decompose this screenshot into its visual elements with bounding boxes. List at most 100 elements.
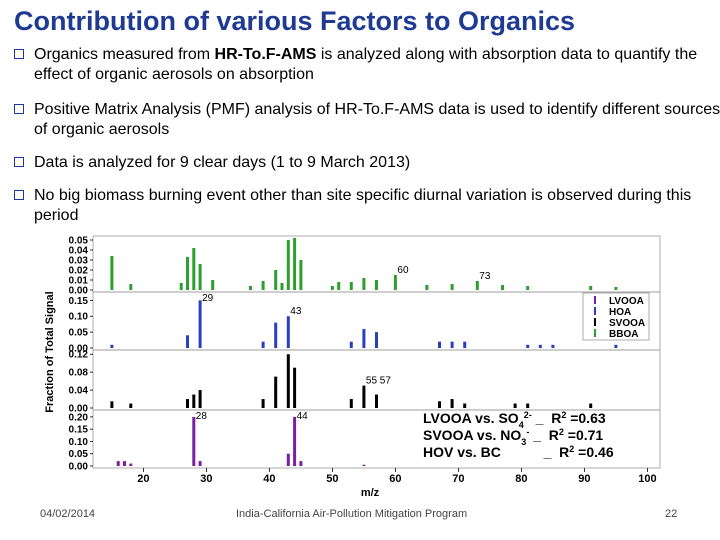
spectrum-bar: [286, 316, 290, 348]
bullet-box: [14, 190, 24, 200]
spectrum-bar: [589, 286, 593, 290]
panel-frame: [92, 409, 661, 469]
spectrum-bar: [198, 264, 202, 290]
x-tick-label: 40: [263, 473, 275, 485]
bullet-text: Data is analyzed for 9 clear days (1 to …: [34, 154, 411, 171]
spectrum-bar: [293, 416, 297, 466]
x-tick-label: 70: [452, 473, 464, 485]
spectrum-bar: [198, 461, 202, 466]
spectrum-bar: [475, 281, 479, 290]
y-tick-label: 0.08: [69, 368, 89, 379]
bullet: Positive Matrix Analysis (PMF) analysis …: [14, 100, 720, 140]
spectrum-bar: [375, 332, 378, 348]
spectrum-bar: [192, 248, 196, 290]
y-tick-label: 0.00: [69, 286, 89, 297]
bullet-text: is analyzed along with absorption data t…: [34, 46, 698, 83]
y-tick-label: 0.02: [69, 266, 89, 277]
correlation-part: _ R: [529, 427, 559, 443]
spectrum-bar: [463, 341, 467, 348]
bullet: Organics measured from HR-To.F-AMS is an…: [14, 45, 720, 85]
spectrum-bar: [211, 280, 215, 290]
y-tick-label: 0.00: [69, 404, 89, 415]
correlation-text: HOV vs. BC _ R2 =0.46: [423, 444, 614, 460]
spectrum-bar: [274, 270, 278, 290]
y-tick-label: 0.15: [69, 296, 89, 307]
bullet-box: [14, 104, 24, 114]
spectrum-bar: [110, 256, 114, 290]
x-tick-label: 100: [638, 473, 656, 485]
y-tick-label: 0.04: [69, 246, 89, 257]
spectrum-bar: [274, 322, 278, 348]
x-tick-label: 90: [578, 473, 590, 485]
spectrum-bar: [286, 453, 290, 466]
spectrum-bar: [513, 403, 517, 408]
correlation-part: -: [526, 427, 529, 437]
y-tick-label: 0.10: [69, 312, 89, 323]
spectrum-bar: [349, 341, 353, 348]
legend-label: LVOOA: [609, 296, 644, 307]
spectrum-bar: [129, 284, 133, 290]
spectrum-bar: [249, 286, 252, 290]
legend-label: HOA: [609, 307, 631, 318]
y-tick-label: 0.04: [69, 386, 89, 397]
spectrum-bar: [349, 399, 353, 408]
y-tick-label: 0.03: [69, 256, 89, 267]
x-axis-label: m/z: [361, 487, 380, 499]
peak-label: 73: [479, 271, 491, 282]
spectrum-bar: [393, 275, 397, 290]
spectrum-bar: [280, 283, 284, 290]
bullet-text: HR-To.F-AMS: [214, 46, 317, 63]
spectrum-bar: [526, 286, 530, 290]
spectrum-bar: [116, 461, 120, 466]
spectrum-bar: [261, 281, 265, 290]
bullet-box: [14, 157, 24, 167]
correlation-part: =0.63: [566, 410, 606, 426]
spectrum-bar: [438, 401, 441, 408]
y-tick-label: 0.01: [69, 276, 89, 287]
legend-label: SVOOA: [609, 318, 645, 329]
y-tick-label: 0.12: [69, 350, 89, 361]
spectrum-bar: [362, 278, 366, 290]
spectrum-bar: [614, 287, 618, 290]
peak-label: 55 57: [366, 376, 391, 387]
correlation-part: 2: [569, 444, 574, 454]
spectrum-bar: [337, 282, 341, 290]
spectrum-bar: [589, 403, 593, 408]
spectrum-bar: [123, 461, 126, 466]
spectrum-bar: [293, 238, 297, 290]
spectrum-bar: [349, 282, 353, 290]
correlation-part: _ R: [532, 410, 562, 426]
correlation-part: _ R: [501, 444, 569, 460]
footer-page: 22: [665, 508, 678, 520]
correlation-part: 3: [521, 437, 526, 447]
peak-label: 29: [202, 293, 214, 304]
spectrum-bar: [330, 286, 334, 290]
spectrum-bar: [293, 367, 297, 408]
peak-label: 44: [297, 411, 309, 422]
spectrum-bar: [526, 403, 530, 408]
legend-swatch: [594, 329, 596, 337]
legend-swatch: [594, 307, 596, 315]
x-tick-label: 60: [389, 473, 401, 485]
slide-title: Contribution of various Factors to Organ…: [14, 6, 576, 36]
bullet-text: Positive Matrix Analysis (PMF) analysis …: [34, 101, 720, 138]
spectrum-bar: [110, 344, 114, 348]
bullet-text: No big biomass burning event other than …: [34, 187, 692, 224]
spectrum-bar: [261, 399, 265, 408]
spectrum-bar: [110, 401, 114, 408]
correlation-part: 2: [561, 410, 566, 420]
spectrum-bar: [274, 376, 278, 408]
spectrum-bar: [362, 328, 366, 348]
x-tick-label: 30: [200, 473, 212, 485]
peak-label: 60: [397, 265, 409, 276]
x-tick-label: 80: [515, 473, 527, 485]
y-tick-label: 0.00: [69, 344, 89, 355]
spectrum-bar: [450, 341, 454, 348]
spectrum-bar: [425, 285, 429, 290]
footer-date: 04/02/2014: [40, 508, 96, 520]
spectrum-bar: [463, 403, 467, 408]
spectrum-bar: [192, 416, 196, 466]
x-tick-label: 50: [326, 473, 338, 485]
